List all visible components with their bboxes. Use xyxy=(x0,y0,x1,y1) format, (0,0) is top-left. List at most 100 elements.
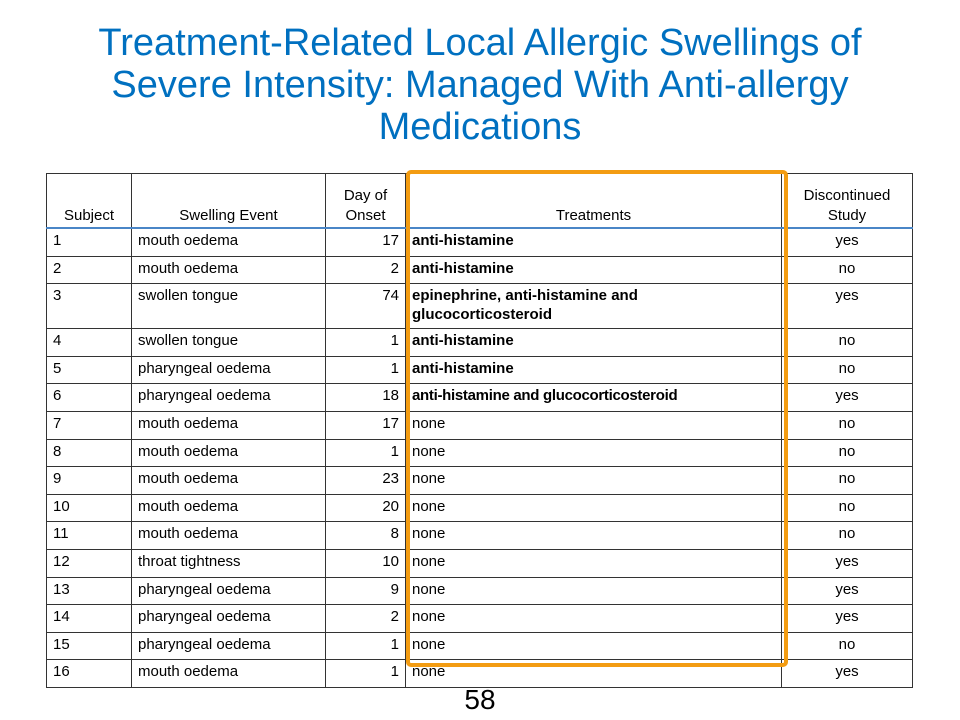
treatments-highlight-box xyxy=(406,170,788,667)
cell-discontinued: no xyxy=(781,328,913,357)
cell-discontinued: yes xyxy=(781,576,913,606)
page-number: 58 xyxy=(464,684,496,715)
cell-day-of-onset: 17 xyxy=(325,227,406,257)
header-swelling-event: Swelling Event xyxy=(131,173,326,229)
cell-day-of-onset: 74 xyxy=(325,283,406,330)
table-row: 12 throat tightness 10 none yes xyxy=(46,548,913,578)
cell-subject: 2 xyxy=(46,255,132,285)
cell-day-of-onset: 20 xyxy=(325,493,406,523)
cell-subject: 15 xyxy=(46,631,132,661)
cell-discontinued: no xyxy=(781,521,913,550)
cell-swelling-event: swollen tongue xyxy=(131,283,326,330)
cell-day-of-onset: 23 xyxy=(325,466,406,495)
cell-subject: 3 xyxy=(46,283,132,330)
table-row: 1 mouth oedema 17 anti-histamine yes xyxy=(46,227,913,257)
cell-swelling-event: pharyngeal oedema xyxy=(131,631,326,661)
cell-day-of-onset: 1 xyxy=(325,659,406,688)
cell-day-of-onset: 1 xyxy=(325,631,406,661)
swellings-table: Subject Swelling Event Day of Onset Treat… xyxy=(46,173,913,688)
cell-subject: 1 xyxy=(46,227,132,257)
table-row: 6 pharyngeal oedema 18 anti-histamine an… xyxy=(46,383,913,412)
cell-day-of-onset: 1 xyxy=(325,438,406,468)
cell-swelling-event: pharyngeal oedema xyxy=(131,383,326,412)
cell-discontinued: yes xyxy=(781,383,913,412)
table-row: 2 mouth oedema 2 anti-histamine no xyxy=(46,255,913,285)
slide-title: Treatment-Related Local Allergic Swellin… xyxy=(20,22,940,148)
header-discontinued-line-1: Discontinued xyxy=(803,187,891,204)
cell-swelling-event: throat tightness xyxy=(131,548,326,578)
cell-discontinued: yes xyxy=(781,604,913,633)
cell-subject: 13 xyxy=(46,576,132,606)
table-row: 3 swollen tongue 74 epinephrine, anti-hi… xyxy=(46,283,913,330)
cell-subject: 16 xyxy=(46,659,132,688)
cell-subject: 14 xyxy=(46,604,132,633)
slide-title-line-3: Medications xyxy=(378,106,582,148)
cell-day-of-onset: 18 xyxy=(325,383,406,412)
cell-day-of-onset: 9 xyxy=(325,576,406,606)
table-row: 10 mouth oedema 20 none no xyxy=(46,493,913,523)
cell-swelling-event: mouth oedema xyxy=(131,493,326,523)
cell-treatment: none xyxy=(405,466,782,495)
cell-subject: 10 xyxy=(46,493,132,523)
header-day-of-onset-line-1: Day of xyxy=(343,187,388,204)
cell-discontinued: no xyxy=(781,255,913,285)
cell-discontinued: no xyxy=(781,466,913,495)
cell-discontinued: yes xyxy=(781,283,913,330)
cell-subject: 11 xyxy=(46,521,132,550)
cell-swelling-event: mouth oedema xyxy=(131,227,326,257)
cell-treatment: anti-histamine and glucocorticosteroid xyxy=(405,383,782,412)
cell-day-of-onset: 1 xyxy=(325,355,406,385)
table-row: 9 mouth oedema 23 none no xyxy=(46,466,913,495)
cell-day-of-onset: 10 xyxy=(325,548,406,578)
cell-swelling-event: mouth oedema xyxy=(131,255,326,285)
header-treatments: Treatments xyxy=(405,173,782,229)
table-row: 4 swollen tongue 1 anti-histamine no xyxy=(46,328,913,357)
cell-discontinued: yes xyxy=(781,548,913,578)
header-subject: Subject xyxy=(46,173,132,229)
cell-treatment: anti-histamine xyxy=(405,328,782,357)
cell-day-of-onset: 8 xyxy=(325,521,406,550)
cell-discontinued: no xyxy=(781,410,913,440)
slide-title-line-2: Severe Intensity: Managed With Anti-alle… xyxy=(111,64,849,106)
header-discontinued-line-2: Study xyxy=(827,207,867,224)
cell-swelling-event: mouth oedema xyxy=(131,438,326,468)
cell-swelling-event: pharyngeal oedema xyxy=(131,355,326,385)
table-row: 13 pharyngeal oedema 9 none yes xyxy=(46,576,913,606)
cell-swelling-event: mouth oedema xyxy=(131,659,326,688)
cell-swelling-event: pharyngeal oedema xyxy=(131,604,326,633)
cell-swelling-event: mouth oedema xyxy=(131,410,326,440)
cell-swelling-event: swollen tongue xyxy=(131,328,326,357)
cell-subject: 5 xyxy=(46,355,132,385)
table-row: 15 pharyngeal oedema 1 none no xyxy=(46,631,913,661)
cell-subject: 4 xyxy=(46,328,132,357)
cell-day-of-onset: 2 xyxy=(325,255,406,285)
cell-treatment: epinephrine, anti-histamine and glucocor… xyxy=(405,283,782,330)
cell-discontinued: no xyxy=(781,493,913,523)
cell-discontinued: no xyxy=(781,631,913,661)
cell-subject: 6 xyxy=(46,383,132,412)
cell-swelling-event: pharyngeal oedema xyxy=(131,576,326,606)
cell-discontinued: no xyxy=(781,355,913,385)
cell-swelling-event: mouth oedema xyxy=(131,466,326,495)
cell-discontinued: no xyxy=(781,438,913,468)
cell-subject: 8 xyxy=(46,438,132,468)
cell-treatment: anti-histamine xyxy=(405,227,782,257)
header-day-of-onset: Day of Onset xyxy=(325,173,406,229)
cell-day-of-onset: 17 xyxy=(325,410,406,440)
header-day-of-onset-line-2: Onset xyxy=(345,207,386,224)
cell-discontinued: yes xyxy=(781,227,913,257)
cell-subject: 7 xyxy=(46,410,132,440)
cell-subject: 12 xyxy=(46,548,132,578)
table-header-row: Subject Swelling Event Day of Onset Treat… xyxy=(46,173,913,229)
table-row: 11 mouth oedema 8 none no xyxy=(46,521,913,550)
cell-swelling-event: mouth oedema xyxy=(131,521,326,550)
cell-discontinued: yes xyxy=(781,659,913,688)
cell-day-of-onset: 2 xyxy=(325,604,406,633)
slide-title-line-1: Treatment-Related Local Allergic Swellin… xyxy=(98,22,862,64)
cell-treatment: none xyxy=(405,631,782,661)
cell-day-of-onset: 1 xyxy=(325,328,406,357)
cell-treatment: anti-histamine xyxy=(405,255,782,285)
cell-treatment: none xyxy=(405,493,782,523)
header-discontinued-study: Discontinued Study xyxy=(781,173,913,229)
cell-subject: 9 xyxy=(46,466,132,495)
